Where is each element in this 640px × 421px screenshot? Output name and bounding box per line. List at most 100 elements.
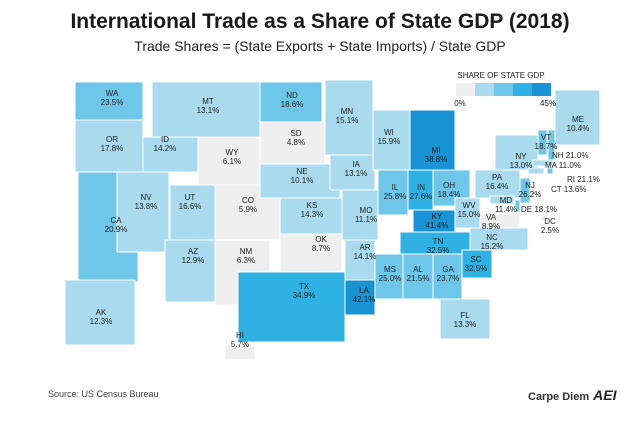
state-value: 11.1% bbox=[355, 215, 377, 224]
legend-swatch bbox=[494, 83, 513, 96]
state-de-shape bbox=[514, 199, 521, 213]
legend-swatch bbox=[475, 83, 494, 96]
state-value: 34.9% bbox=[293, 291, 316, 300]
state-value: 4.8% bbox=[287, 138, 305, 147]
state-value: 6.1% bbox=[223, 157, 241, 166]
state-abbr: HI bbox=[236, 331, 244, 340]
state-abbr: GA bbox=[442, 265, 454, 274]
state-value: 16.4% bbox=[486, 182, 509, 191]
state-ok-shape bbox=[279, 233, 343, 273]
state-value: 13.1% bbox=[345, 169, 368, 178]
state-ms-shape bbox=[374, 253, 404, 300]
source-note: Source: US Census Bureau bbox=[48, 389, 159, 399]
state-wv-shape bbox=[454, 197, 481, 229]
state-abbr: WI bbox=[384, 128, 394, 137]
state-value: 20.9% bbox=[105, 225, 128, 234]
state-value: 5.9% bbox=[239, 205, 257, 214]
state-value: 21.5% bbox=[407, 274, 430, 283]
state-abbr: OH bbox=[443, 181, 455, 190]
state-abbr: AR bbox=[359, 243, 370, 252]
state-value: 42.1% bbox=[353, 295, 376, 304]
state-value: 13.8% bbox=[135, 202, 158, 211]
state-abbr: KY bbox=[432, 212, 443, 221]
state-ga-shape bbox=[432, 253, 463, 300]
state-mn-shape bbox=[324, 79, 374, 156]
state-value: 17.8% bbox=[101, 144, 124, 153]
state-nd-shape bbox=[259, 81, 323, 123]
state-abbr: NE bbox=[296, 167, 307, 176]
legend-swatch bbox=[513, 83, 532, 96]
state-value: 18.4% bbox=[438, 190, 461, 199]
state-value: 5.7% bbox=[231, 340, 249, 349]
chart-subtitle: Trade Shares = (State Exports + State Im… bbox=[134, 38, 506, 54]
state-ct-label: CT 13.6% bbox=[551, 185, 586, 194]
state-value: 26.2% bbox=[519, 190, 542, 199]
state-abbr: MN bbox=[341, 107, 354, 116]
state-value: 15.9% bbox=[378, 137, 401, 146]
state-label: MA 11.0% bbox=[545, 161, 581, 170]
state-abbr: NH bbox=[552, 151, 564, 160]
state-al-shape bbox=[402, 253, 434, 300]
state-abbr: PA bbox=[492, 173, 503, 182]
state-value: 14.1% bbox=[354, 252, 377, 261]
state-abbr: NV bbox=[140, 193, 152, 202]
state-abbr: TX bbox=[299, 282, 310, 291]
state-label: NH 21.0% bbox=[552, 151, 588, 160]
state-value: 8.7% bbox=[312, 244, 330, 253]
legend: SHARE OF STATE GDP 0% 45% bbox=[454, 71, 556, 108]
state-nm-label: NM6.3% bbox=[237, 247, 255, 265]
state-abbr: SD bbox=[290, 129, 301, 138]
state-dc-shape bbox=[539, 214, 547, 222]
state-label: RI 21.1% bbox=[567, 175, 600, 184]
state-va-label: VA8.9% bbox=[482, 213, 500, 231]
state-abbr: NY bbox=[515, 152, 527, 161]
state-abbr: LA bbox=[359, 286, 369, 295]
state-in-shape bbox=[407, 169, 434, 211]
state-abbr: MA bbox=[545, 161, 558, 170]
state-wa-shape bbox=[74, 81, 144, 121]
state-ny-shape bbox=[494, 134, 539, 171]
state-il-shape bbox=[377, 169, 409, 216]
brand-name: Carpe Diem bbox=[528, 391, 590, 403]
state-abbr: SC bbox=[470, 255, 481, 264]
state-hi-label: HI5.7% bbox=[231, 331, 249, 349]
state-abbr: MD bbox=[500, 196, 513, 205]
state-abbr: RI bbox=[567, 175, 575, 184]
state-ri-label: RI 21.1% bbox=[567, 175, 600, 184]
state-abbr: FL bbox=[460, 311, 470, 320]
state-abbr: ME bbox=[572, 115, 584, 124]
state-value: 12.3% bbox=[90, 317, 113, 326]
state-value: 8.9% bbox=[482, 222, 500, 231]
state-la-shape bbox=[344, 279, 376, 316]
state-abbr: AZ bbox=[188, 247, 198, 256]
state-abbr: IN bbox=[417, 183, 425, 192]
state-abbr: VT bbox=[541, 133, 551, 142]
state-ma-label: MA 11.0% bbox=[545, 161, 581, 170]
state-md-shape bbox=[489, 195, 515, 205]
state-value: 13.6% bbox=[562, 185, 587, 194]
state-me-shape bbox=[554, 89, 601, 146]
state-dc-label: DC2.5% bbox=[541, 217, 559, 235]
state-abbr: WA bbox=[106, 89, 119, 98]
state-value: 14.3% bbox=[301, 210, 324, 219]
state-value: 16.6% bbox=[179, 202, 202, 211]
state-value: 21.0% bbox=[564, 151, 589, 160]
state-value: 14.2% bbox=[154, 144, 177, 153]
state-value: 15.0% bbox=[458, 210, 481, 219]
state-vt-shape bbox=[537, 129, 548, 156]
state-value: 10.1% bbox=[291, 176, 314, 185]
state-abbr: KS bbox=[307, 201, 318, 210]
state-sc-shape bbox=[461, 249, 493, 279]
